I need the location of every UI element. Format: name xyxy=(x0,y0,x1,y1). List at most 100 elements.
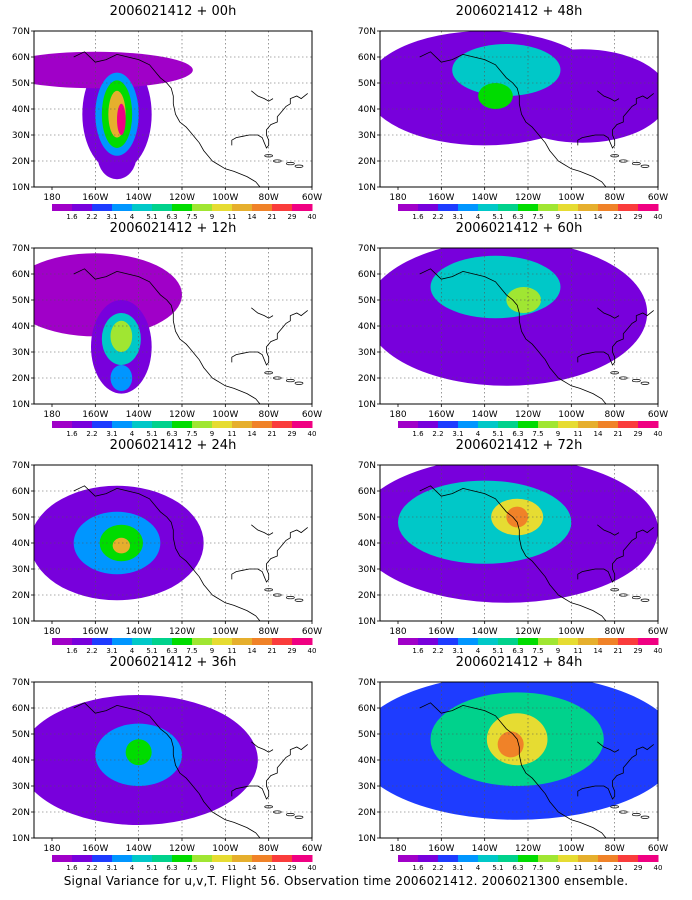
lon-label: 120W xyxy=(169,627,195,637)
lat-label: 60N xyxy=(358,704,376,714)
island xyxy=(610,805,620,809)
coastline xyxy=(577,744,654,800)
colorbar-swatch xyxy=(638,204,659,211)
colorbar-swatch xyxy=(418,855,439,862)
colorbar-swatch xyxy=(538,204,559,211)
lon-label: 140W xyxy=(472,193,498,203)
colorbar-swatch xyxy=(92,204,113,211)
panel-title: 2006021412 + 12h xyxy=(109,221,237,236)
colorbar-swatch xyxy=(398,855,419,862)
lon-label: 140W xyxy=(472,627,498,637)
colorbar-label: 6.3 xyxy=(512,647,523,655)
lon-label: 100W xyxy=(212,193,238,203)
colorbar-label: 5.1 xyxy=(492,647,503,655)
lon-label: 60W xyxy=(648,193,668,203)
colorbar-label: 21 xyxy=(614,864,623,872)
colorbar-swatch xyxy=(578,638,599,645)
island xyxy=(272,593,282,597)
colorbar-swatch xyxy=(438,421,459,428)
map-panel: 2006021412 + 00h 70N 60N 50N 40N 30N 20N 10N 180… xyxy=(0,0,346,225)
colorbar-swatch xyxy=(638,855,659,862)
lon-label: 100W xyxy=(212,627,238,637)
island xyxy=(640,815,650,819)
island xyxy=(610,588,620,592)
panel-title: 2006021412 + 36h xyxy=(109,655,237,670)
colorbar-swatch xyxy=(112,204,133,211)
colorbar-swatch xyxy=(538,855,559,862)
island xyxy=(610,371,620,375)
colorbar-swatch xyxy=(398,204,419,211)
colorbar-label: 6.3 xyxy=(166,864,177,872)
lat-label: 20N xyxy=(12,374,30,384)
panel-title: 2006021412 + 60h xyxy=(455,221,583,236)
colorbar-label: 29 xyxy=(288,430,297,438)
map-field xyxy=(380,682,658,838)
colorbar-label: 14 xyxy=(594,864,603,872)
lon-label: 180 xyxy=(43,627,60,637)
colorbar-label: 11 xyxy=(574,213,583,221)
colorbar-label: 3.1 xyxy=(106,647,117,655)
colorbar-swatch xyxy=(638,638,659,645)
figure-caption: Signal Variance for u,v,T. Flight 56. Ob… xyxy=(63,874,629,888)
colorbar-label: 21 xyxy=(614,430,623,438)
lon-label: 160W xyxy=(428,193,454,203)
lat-label: 30N xyxy=(358,348,376,358)
colorbar-swatch xyxy=(418,638,439,645)
colorbar-swatch xyxy=(538,638,559,645)
colorbar-label: 6.3 xyxy=(166,213,177,221)
lat-label: 30N xyxy=(358,131,376,141)
colorbar-swatch xyxy=(52,638,73,645)
colorbar-swatch xyxy=(212,638,233,645)
colorbar-swatch xyxy=(272,855,293,862)
colorbar-swatch xyxy=(72,421,93,428)
lon-label: 160W xyxy=(428,410,454,420)
colorbar-label: 2.2 xyxy=(432,430,443,438)
lon-label: 80W xyxy=(604,844,624,854)
lat-label: 10N xyxy=(358,617,376,627)
lat-label: 70N xyxy=(12,678,30,688)
colorbar-swatch xyxy=(398,421,419,428)
colorbar-label: 9 xyxy=(556,430,560,438)
lon-label: 180 xyxy=(389,410,406,420)
lon-label: 120W xyxy=(515,627,541,637)
island xyxy=(264,588,274,592)
lat-label: 40N xyxy=(358,322,376,332)
lon-label: 60W xyxy=(648,410,668,420)
lon-label: 100W xyxy=(558,627,584,637)
colorbar-swatch xyxy=(152,421,173,428)
lon-label: 160W xyxy=(82,410,108,420)
map-panel: 2006021412 + 48h 70N 60N 50N 40N 30N 20N 10N 180… xyxy=(346,0,692,225)
colorbar-swatch xyxy=(152,855,173,862)
island xyxy=(272,159,282,163)
map-field xyxy=(34,682,312,838)
colorbar-label: 11 xyxy=(574,430,583,438)
colorbar-swatch xyxy=(598,855,619,862)
colorbar-label: 7.5 xyxy=(186,213,197,221)
colorbar-label: 5.1 xyxy=(492,213,503,221)
island xyxy=(285,596,295,600)
colorbar-swatch xyxy=(438,638,459,645)
lat-label: 30N xyxy=(12,565,30,575)
colorbar-label: 4 xyxy=(130,647,135,655)
lat-label: 70N xyxy=(358,244,376,254)
great-lakes xyxy=(251,524,274,536)
lon-label: 140W xyxy=(126,627,152,637)
lat-label: 60N xyxy=(358,487,376,497)
lat-label: 30N xyxy=(358,782,376,792)
colorbar-swatch xyxy=(518,855,539,862)
colorbar-swatch xyxy=(478,855,499,862)
map-svg: 70N 60N 50N 40N 30N 20N 10N 180 160W 140W 120W 100W… xyxy=(12,244,322,438)
map-panel: 2006021412 + 12h 70N 60N 50N 40N 30N 20N 10N 180… xyxy=(0,217,346,442)
colorbar-swatch xyxy=(272,204,293,211)
colorbar-swatch xyxy=(172,421,193,428)
lon-label: 80W xyxy=(258,410,278,420)
colorbar-label: 11 xyxy=(574,647,583,655)
island xyxy=(285,813,295,817)
variance-contour xyxy=(497,731,524,758)
colorbar-swatch xyxy=(72,855,93,862)
lat-label: 10N xyxy=(12,400,30,410)
lat-label: 20N xyxy=(358,374,376,384)
map-panel: 2006021412 + 84h 70N 60N 50N 40N 30N 20N 10N 180… xyxy=(346,651,692,876)
colorbar-label: 14 xyxy=(248,647,257,655)
colorbar-label: 1.6 xyxy=(66,213,78,221)
